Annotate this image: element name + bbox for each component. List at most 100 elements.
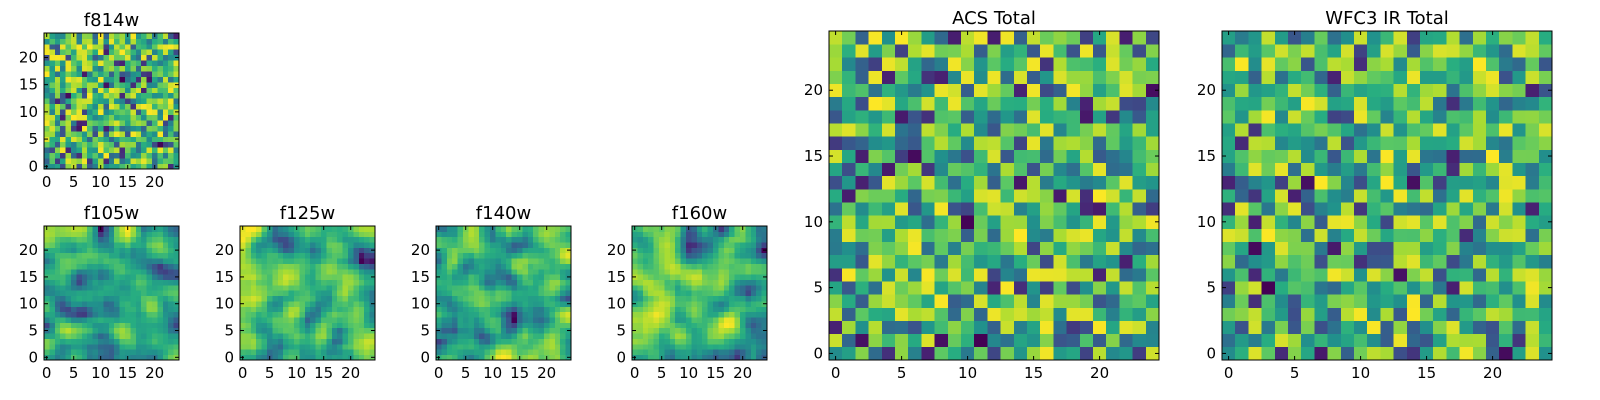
heatmap-cell (162, 103, 169, 110)
heatmap-cell (146, 152, 153, 159)
heatmap-cell (1340, 320, 1355, 335)
heatmap-cell (452, 322, 458, 329)
heatmap-cell (1512, 281, 1526, 295)
heatmap-cell (691, 268, 698, 275)
heatmap-cell (1446, 215, 1460, 229)
heatmap-cell (756, 236, 762, 243)
heatmap-cell (1354, 162, 1368, 177)
heatmap-cell (103, 242, 110, 248)
heatmap-cell (1222, 96, 1236, 111)
axes-frame (435, 225, 572, 361)
heatmap-cell (173, 236, 180, 243)
heatmap-cell (538, 343, 545, 350)
heatmap-cell (729, 236, 735, 243)
heatmap-cell (1314, 83, 1328, 98)
heatmap-cell (168, 65, 174, 72)
heatmap-cell (829, 254, 843, 269)
heatmap-cell (718, 284, 725, 291)
heatmap-cell (173, 268, 180, 275)
heatmap-cell (664, 333, 671, 339)
heatmap-cell (331, 338, 338, 345)
heatmap-cell (173, 125, 180, 132)
heatmap-cell (506, 343, 512, 350)
heatmap-cell (272, 252, 279, 259)
heatmap-cell (168, 158, 174, 164)
heatmap-cell (934, 44, 949, 58)
heatmap-cell (304, 354, 311, 361)
heatmap-cell (468, 290, 475, 297)
heatmap-cell (294, 284, 300, 291)
heatmap-cell (1499, 188, 1513, 203)
heatmap-cell (141, 295, 147, 302)
heatmap-cell (544, 284, 550, 291)
heatmap-cell (49, 247, 56, 254)
heatmap-cell (54, 274, 61, 280)
heatmap-cell (146, 33, 153, 39)
heatmap-cell (71, 120, 77, 126)
heatmap-cell (632, 322, 638, 329)
heatmap-cell (500, 343, 507, 350)
heatmap-cell (267, 349, 273, 356)
heatmap-cell (310, 306, 316, 313)
heatmap-cell (761, 343, 768, 350)
heatmap-cell (1053, 281, 1067, 295)
heatmap-cell (734, 311, 741, 318)
heatmap-cell (729, 317, 735, 323)
heatmap-cell (908, 228, 922, 242)
heatmap-cell (54, 43, 61, 50)
heatmap-cell (740, 290, 746, 297)
heatmap-cell (560, 226, 566, 232)
heatmap-cell (76, 322, 83, 329)
heatmap-cell (707, 343, 714, 350)
heatmap-cell (261, 306, 268, 313)
heatmap-cell (1486, 228, 1500, 242)
heatmap-cell (734, 333, 741, 339)
heatmap-cell (544, 274, 550, 280)
heatmap-cell (1499, 57, 1513, 71)
heatmap-cell (321, 306, 327, 313)
heatmap-cell (895, 320, 909, 335)
heatmap-cell (855, 267, 869, 282)
heatmap-cell (310, 274, 316, 280)
heatmap-cell (659, 333, 665, 339)
heatmap-cell (267, 279, 273, 286)
heatmap-cell (98, 306, 104, 313)
heatmap-cell (299, 226, 306, 232)
heatmap-cell (756, 343, 762, 350)
heatmap-cell (517, 327, 523, 334)
heatmap-cell (1406, 188, 1421, 203)
heatmap-cell (1393, 267, 1408, 282)
heatmap-cell (152, 317, 158, 323)
heatmap-cell (829, 281, 843, 295)
heatmap-cell (1472, 175, 1487, 190)
heatmap-cell (87, 163, 93, 170)
heatmap-cell (250, 236, 257, 243)
heatmap-cell (1314, 346, 1328, 361)
heatmap-cell (369, 231, 376, 238)
heatmap-cell (527, 306, 534, 313)
heatmap-cell (479, 258, 485, 264)
heatmap-cell (119, 43, 126, 50)
heatmap-cell (108, 231, 115, 238)
heatmap-cell (1079, 320, 1094, 335)
heatmap-cell (565, 236, 572, 243)
heatmap-cell (669, 231, 676, 238)
heatmap-cell (283, 311, 289, 318)
heatmap-cell (261, 295, 268, 302)
heatmap-cell (1013, 267, 1028, 282)
heatmap-cell (1327, 149, 1342, 163)
heatmap-cell (65, 242, 72, 248)
axes-frame (43, 225, 180, 361)
y-tick-label: 10 (607, 295, 626, 313)
heatmap-cell (495, 354, 502, 361)
heatmap-cell (1145, 96, 1160, 111)
heatmap-cell (745, 349, 752, 356)
heatmap-cell (511, 284, 518, 291)
heatmap-cell (468, 295, 475, 302)
heatmap-cell (1499, 175, 1513, 190)
heatmap-cell (1433, 254, 1447, 269)
heatmap-cell (92, 120, 99, 126)
heatmap-cell (1472, 281, 1487, 295)
heatmap-cell (315, 311, 322, 318)
